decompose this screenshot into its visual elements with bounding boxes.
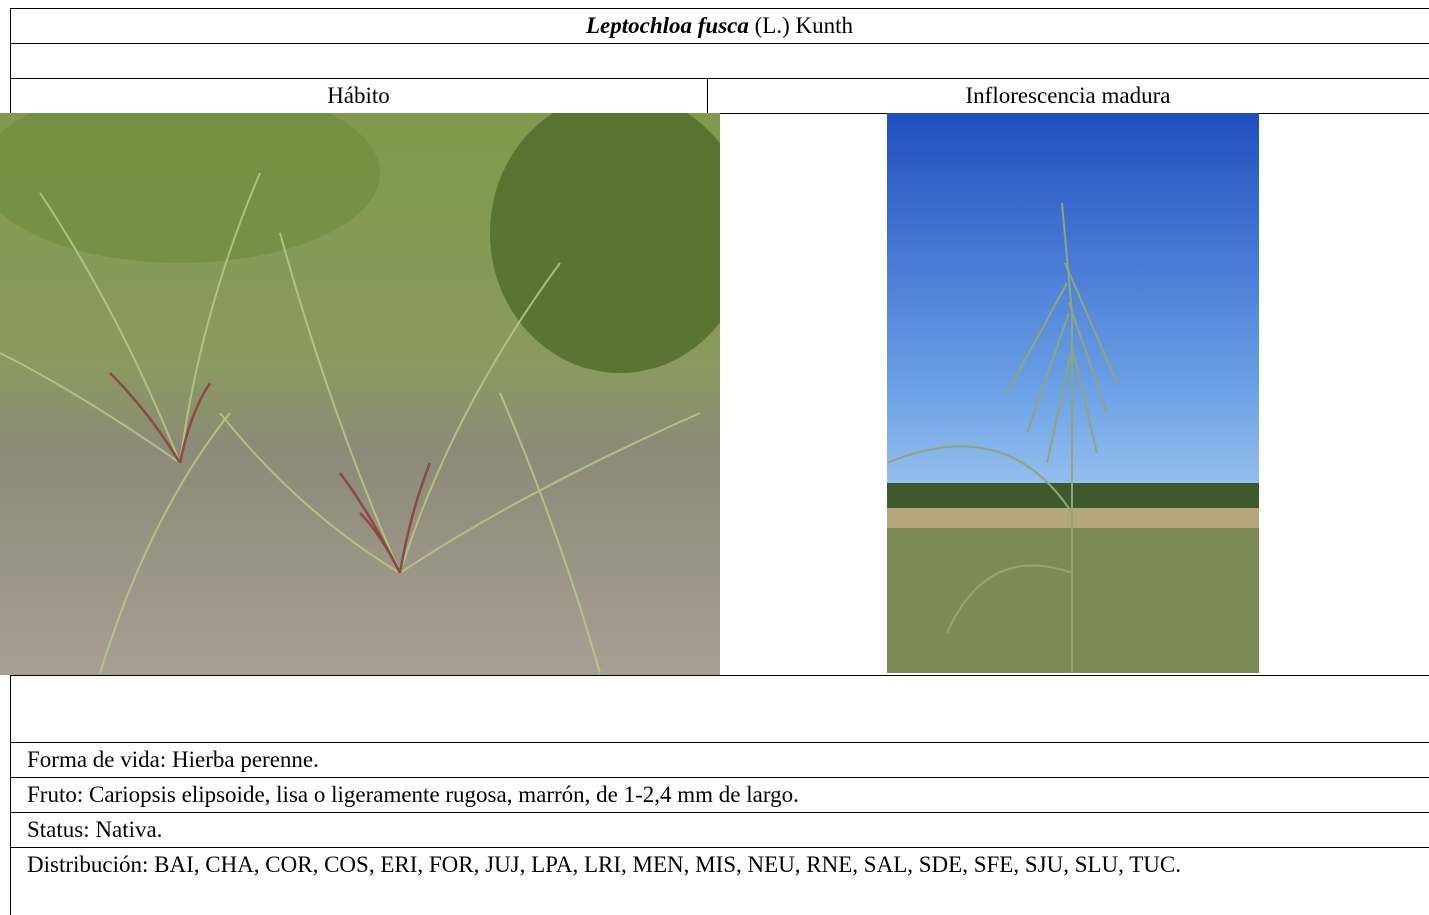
row-text: Fruto: Cariopsis elipsoide, lisa o liger…	[27, 782, 799, 807]
rule	[10, 43, 1429, 44]
rule	[707, 78, 708, 113]
species-name: Leptochloa fusca	[585, 13, 749, 38]
authority: (L.) Kunth	[754, 13, 854, 38]
title: Leptochloa fusca (L.) Kunth	[10, 8, 1429, 43]
rule	[10, 777, 1429, 778]
row-text: Forma de vida: Hierba perenne.	[27, 747, 319, 772]
rule	[10, 675, 1429, 676]
rule	[10, 847, 1429, 848]
rule	[10, 8, 1429, 9]
column-header: Hábito	[327, 83, 390, 108]
inflorescence-photo	[887, 113, 1259, 673]
column-header: Inflorescencia madura	[965, 83, 1171, 108]
row-text: Distribución: BAI, CHA, COR, COS, ERI, F…	[27, 852, 1181, 877]
rule	[10, 742, 1429, 743]
habit-photo	[0, 113, 720, 675]
row-text: Status: Nativa.	[27, 817, 163, 842]
rule	[10, 78, 1429, 79]
rule	[10, 812, 1429, 813]
